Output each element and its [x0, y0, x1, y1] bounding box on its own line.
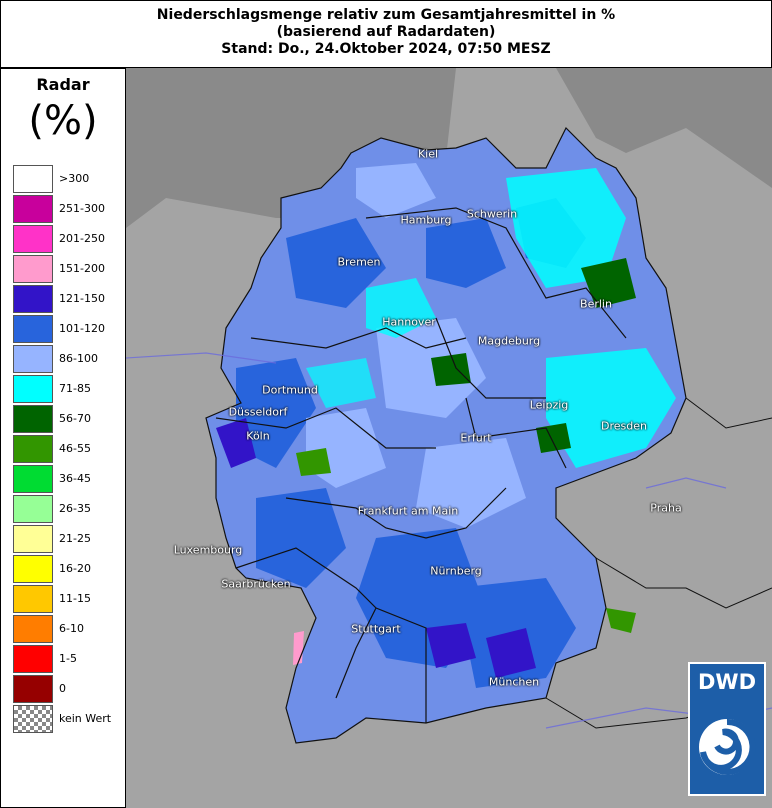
city-label: Praha [650, 501, 682, 515]
legend-label: 16-20 [59, 562, 91, 575]
legend-item: >300 [13, 165, 125, 195]
legend-item: 36-45 [13, 465, 125, 495]
legend-swatch [13, 645, 53, 673]
legend-label: 0 [59, 682, 66, 695]
precipitation-map[interactable]: Kiel Hamburg Schwerin Bremen Berlin Hannover M… [126, 68, 772, 808]
legend-label: 11-15 [59, 592, 91, 605]
legend-item: 121-150 [13, 285, 125, 315]
legend-label: 71-85 [59, 382, 91, 395]
city-label: Düsseldorf [228, 405, 288, 419]
city-label: Nürnberg [430, 564, 482, 578]
legend-swatch [13, 495, 53, 523]
legend-swatch [13, 165, 53, 193]
legend-swatch [13, 255, 53, 283]
city-label: Dortmund [262, 383, 318, 397]
legend-label: 21-25 [59, 532, 91, 545]
legend-label: 46-55 [59, 442, 91, 455]
legend-swatch [13, 225, 53, 253]
legend-label: >300 [59, 172, 90, 185]
legend-swatch [13, 585, 53, 613]
city-label: Erfurt [460, 431, 492, 445]
legend-swatch [13, 405, 53, 433]
legend-swatch [13, 705, 53, 733]
legend-swatch [13, 465, 53, 493]
city-label: Bremen [337, 255, 381, 269]
legend-item: 1-5 [13, 645, 125, 675]
legend-item: 56-70 [13, 405, 125, 435]
legend-label: 26-35 [59, 502, 91, 515]
city-label: Magdeburg [477, 334, 541, 348]
header-title: Niederschlagsmenge relativ zum Gesamtjah… [156, 7, 616, 23]
legend-label: 151-200 [59, 262, 105, 275]
legend-swatch [13, 375, 53, 403]
legend-label: 36-45 [59, 472, 91, 485]
dwd-logo: DWD [688, 662, 766, 796]
legend-item: 151-200 [13, 255, 125, 285]
legend-item: kein Wert [13, 705, 125, 735]
header-timestamp: Stand: Do., 24.Oktober 2024, 07:50 MESZ [221, 41, 551, 57]
dwd-logo-text: DWD [697, 670, 757, 694]
legend-swatch [13, 435, 53, 463]
map-canvas [126, 68, 772, 808]
city-label: Hannover [382, 315, 436, 329]
legend-label: 56-70 [59, 412, 91, 425]
dwd-swirl-icon [699, 718, 756, 775]
legend-label: 201-250 [59, 232, 105, 245]
legend-swatch [13, 285, 53, 313]
legend-item: 46-55 [13, 435, 125, 465]
legend-item: 6-10 [13, 615, 125, 645]
city-label: Luxembourg [173, 543, 243, 557]
legend-item: 101-120 [13, 315, 125, 345]
legend-item: 251-300 [13, 195, 125, 225]
legend-title: Radar [36, 75, 90, 94]
city-label: Berlin [580, 297, 612, 311]
city-label: Frankfurt am Main [357, 504, 459, 518]
legend-swatch [13, 195, 53, 223]
legend-label: kein Wert [59, 712, 112, 725]
city-label: Saarbrücken [221, 577, 291, 591]
legend-panel: Radar (%) >300 251-300 201-250 151-200 121-1… [0, 68, 126, 808]
city-label: Schwerin [466, 207, 518, 221]
city-label: Stuttgart [351, 622, 401, 636]
legend-label: 6-10 [59, 622, 84, 635]
legend-item: 0 [13, 675, 125, 705]
map-header: Niederschlagsmenge relativ zum Gesamtjah… [0, 0, 772, 68]
city-label: München [488, 675, 540, 689]
legend-label: 251-300 [59, 202, 105, 215]
legend-label: 121-150 [59, 292, 105, 305]
legend-swatch [13, 315, 53, 343]
legend-swatch [13, 615, 53, 643]
legend-item: 71-85 [13, 375, 125, 405]
legend-item: 201-250 [13, 225, 125, 255]
legend-item: 21-25 [13, 525, 125, 555]
city-label: Leipzig [529, 398, 569, 412]
city-label: Hamburg [400, 213, 452, 227]
legend-label: 1-5 [59, 652, 77, 665]
header-subtitle: (basierend auf Radardaten) [276, 24, 496, 40]
legend-swatch [13, 675, 53, 703]
city-label: Kiel [417, 147, 439, 161]
legend-swatch [13, 345, 53, 373]
legend-item: 11-15 [13, 585, 125, 615]
legend-label: 101-120 [59, 322, 105, 335]
city-label: Dresden [601, 419, 647, 433]
legend-swatch [13, 525, 53, 553]
legend-unit: (%) [28, 98, 98, 144]
legend-swatch [13, 555, 53, 583]
legend-item: 86-100 [13, 345, 125, 375]
city-label: Köln [246, 429, 270, 443]
legend-item: 26-35 [13, 495, 125, 525]
legend-label: 86-100 [59, 352, 98, 365]
legend-item: 16-20 [13, 555, 125, 585]
